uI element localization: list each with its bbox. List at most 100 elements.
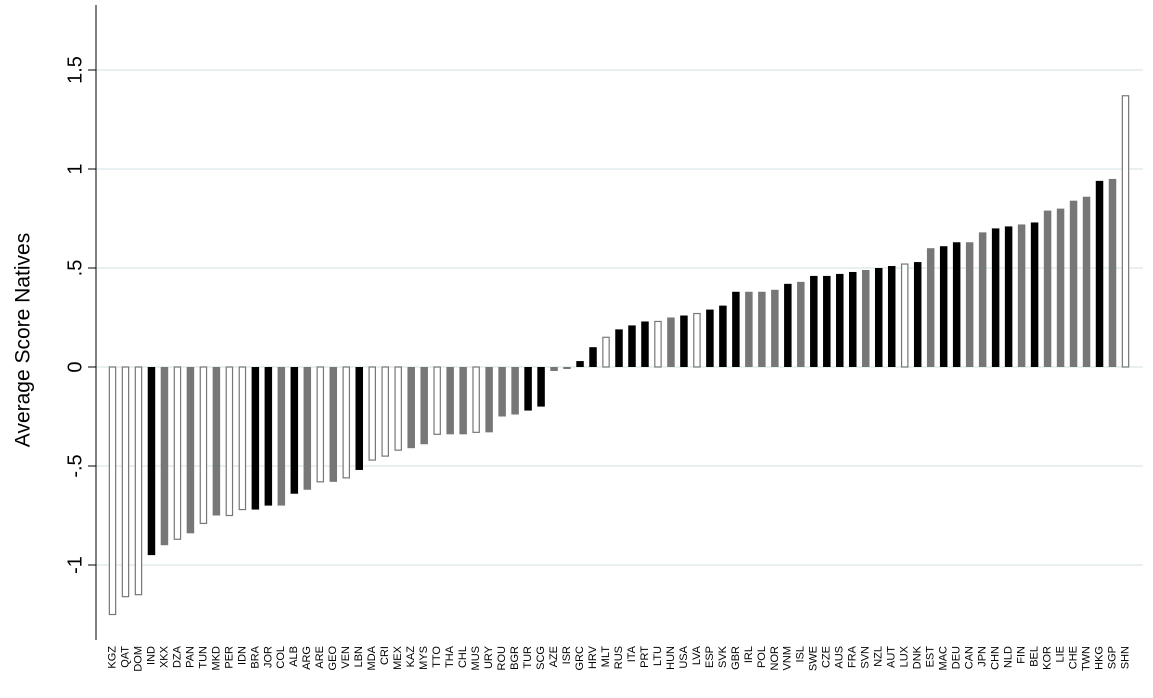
bar-mus	[472, 366, 480, 433]
bar-are	[316, 366, 325, 483]
x-tick-label: NOR	[769, 646, 781, 671]
bar-lbn	[355, 367, 364, 470]
bar-prt	[641, 321, 649, 367]
x-tick-label: JPN	[977, 646, 989, 667]
bar-mac	[939, 246, 948, 367]
bar-pan	[186, 367, 195, 534]
bar-gbr	[732, 291, 740, 367]
bar-xkx	[160, 367, 169, 546]
y-tick-label: .5	[64, 260, 86, 277]
x-tick-label: MKD	[210, 646, 222, 671]
x-tick-label: IRL	[743, 646, 755, 663]
bar-scg	[537, 367, 545, 407]
x-tick-label: CAN	[964, 646, 976, 669]
x-tick-label: KAZ	[405, 646, 417, 668]
bar-shn	[1121, 95, 1130, 368]
bar-esp	[706, 309, 714, 367]
x-tick-label: IND	[145, 646, 157, 665]
bar-tur	[524, 367, 532, 411]
bar-tha	[446, 367, 454, 435]
bar-deu	[952, 242, 961, 367]
x-tick-label: CHL	[457, 646, 469, 668]
x-tick-label: CHN	[990, 646, 1002, 670]
y-axis: -1 -.5 0 .5 1 1.5	[64, 5, 97, 640]
bar-ind	[147, 367, 156, 556]
x-tick-label: GEO	[327, 646, 339, 671]
x-tick-label: CRI	[379, 646, 391, 665]
y-tick-label: 0	[64, 361, 86, 372]
x-tick-label: DNK	[912, 645, 924, 669]
bar-rus	[615, 329, 623, 367]
x-tick-label: JOR	[262, 646, 274, 668]
y-tick-label: -.5	[64, 454, 86, 477]
x-tick-label: HUN	[665, 646, 677, 670]
x-tick-label: BEL	[1028, 646, 1040, 667]
x-tick-label: BGR	[509, 646, 521, 670]
x-tick-label: IDN	[236, 646, 248, 665]
bar-geo	[329, 367, 338, 482]
y-tick-label: 1.5	[64, 56, 86, 84]
bar-kor	[1043, 210, 1052, 367]
x-tick-label: CZE	[821, 646, 833, 668]
bar-sgp	[1108, 178, 1117, 367]
x-tick-label: ISR	[561, 646, 573, 664]
x-tick-label: TTO	[431, 646, 443, 668]
x-tick-label: HKG	[1093, 646, 1105, 670]
x-tick-label: KGZ	[106, 646, 118, 669]
bar-mkd	[212, 367, 221, 516]
bar-grc	[576, 361, 584, 367]
bar-alb	[290, 367, 299, 494]
x-tick-label: ROU	[496, 646, 508, 671]
y-axis-title: Average Score Natives	[12, 233, 35, 447]
bar-twn	[1082, 196, 1091, 367]
y-tick-label: -1	[64, 556, 86, 574]
x-tick-label: ESP	[704, 646, 716, 668]
x-tick-label: MYS	[418, 646, 430, 670]
bar-lux	[900, 263, 909, 368]
bar-vnm	[784, 283, 792, 367]
bar-ury	[485, 367, 493, 433]
x-tick-label: ITA	[626, 645, 638, 662]
x-tick-label: POL	[756, 646, 768, 668]
bar-nld	[1004, 226, 1013, 367]
x-tick-label: QAT	[119, 646, 131, 668]
x-tick-label: TUR	[522, 646, 534, 669]
bar-qat	[121, 366, 130, 598]
x-tick-label: VEN	[340, 646, 352, 669]
bar-bel	[1030, 222, 1039, 367]
bar-aze	[550, 367, 558, 371]
x-tick-label: XKX	[158, 645, 170, 668]
bar-hun	[667, 317, 675, 367]
bar-svn	[862, 269, 870, 367]
bar-est	[926, 248, 935, 367]
x-tick-label: BRA	[249, 645, 261, 668]
bar-che	[1069, 200, 1078, 367]
x-tick-label: FIN	[1016, 646, 1028, 664]
x-tick-label: MUS	[470, 646, 482, 670]
x-tick-label: VNM	[782, 646, 794, 670]
x-tick-label: LBN	[353, 646, 365, 667]
x-tick-label: LUX	[899, 645, 911, 667]
bar-isr	[563, 367, 571, 369]
bar-fin	[1017, 224, 1026, 367]
bar-usa	[680, 315, 688, 367]
bar-tto	[433, 366, 441, 435]
x-tick-label: AUS	[834, 646, 846, 669]
x-tick-label: TWN	[1080, 646, 1092, 671]
bar-cze	[823, 275, 831, 367]
bar-arg	[303, 367, 312, 490]
x-tick-label: MAC	[938, 646, 950, 671]
bar-jor	[264, 367, 273, 506]
x-tick-label: SWE	[808, 646, 820, 671]
x-tick-label: URY	[483, 645, 495, 669]
x-axis-labels: KGZ QAT DOM IND XKX DZA PAN TUN MKD PER IDN BRA JOR C…	[106, 645, 1131, 671]
bar-nzl	[874, 268, 883, 367]
bar-chn	[991, 228, 1000, 367]
x-tick-label: AUT	[886, 646, 898, 668]
x-tick-label: GBR	[730, 646, 742, 670]
x-tick-label: MEX	[392, 645, 404, 670]
x-tick-label: SVN	[860, 646, 872, 669]
bar-pol	[758, 291, 766, 367]
x-tick-label: SCG	[535, 646, 547, 670]
